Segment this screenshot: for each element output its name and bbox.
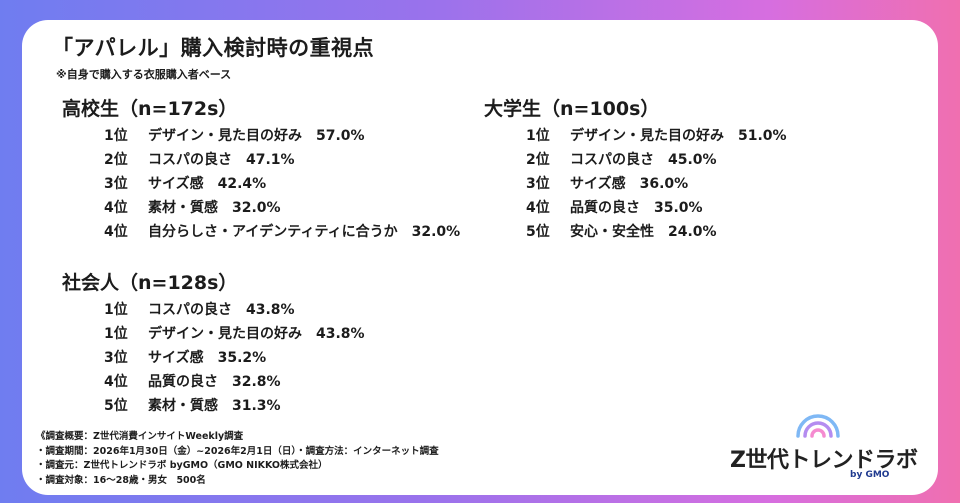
rank-position: 5位 [526,224,550,240]
survey-note-line: ・調査対象：16～28歳・男女 500名 [36,474,206,486]
rank-item: 品質の良さ [570,200,640,216]
rank-item: 品質の良さ [148,374,218,390]
rank-position: 1位 [104,326,128,342]
rank-item: 素材・質感 [148,398,218,414]
rank-value: 35.0% [654,200,703,216]
rank-value: 43.8% [316,326,365,342]
rank-item: 素材・質感 [148,200,218,216]
rank-item: デザイン・見た目の好み [570,128,724,144]
rank-position: 1位 [104,302,128,318]
rank-value: 51.0% [738,128,787,144]
card: 「アパレル」購入検討時の重視点 ※自身で購入する衣服購入者ベース 高校生（n=1… [22,20,938,495]
rank-position: 2位 [104,152,128,168]
rank-row: 1位 デザイン・見た目の好み 57.0% [62,124,460,148]
rank-row: 2位 コスパの良さ 45.0% [484,148,787,172]
rank-row: 4位 素材・質感 32.0% [62,196,460,220]
rank-item: サイズ感 [570,176,626,192]
rank-row: 5位 素材・質感 31.3% [62,394,365,418]
rank-value: 36.0% [639,176,689,192]
rank-item: コスパの良さ [148,152,232,168]
rank-position: 1位 [526,128,550,144]
rank-item: サイズ感 [148,176,204,192]
survey-note-line: ・調査期間：2026年1月30日（金）~2026年2月1日（日）・調査方法：イン… [36,445,439,457]
rank-row: 4位 品質の良さ 32.8% [62,370,365,394]
group-working-adult: 社会人（n=128s） 1位 コスパの良さ 43.8% 1位 デザイン・見た目の好み 4… [62,268,365,418]
rank-item: デザイン・見た目の好み [148,326,302,342]
brand-logo: Z世代トレンドラボ by GMO [722,402,918,482]
group-heading: 高校生（n=172s） [62,98,238,120]
rank-position: 4位 [104,200,128,216]
rank-item: コスパの良さ [570,152,654,168]
brand-name: Z世代トレンドラボ [730,448,918,473]
rank-row: 4位 自分らしさ・アイデンティティに合うか 32.0% [62,220,460,244]
rank-value: 31.3% [232,398,281,414]
rank-value: 43.8% [246,302,295,318]
rank-value: 42.4% [217,176,267,192]
rank-value: 35.2% [217,350,267,366]
rank-value: 47.1% [246,152,295,168]
subtitle-note: ※自身で購入する衣服購入者ベース [56,68,232,81]
rank-position: 3位 [104,350,128,366]
broadcast-arcs-icon [796,414,840,438]
rank-position: 3位 [104,176,128,192]
rank-value: 32.0% [232,200,281,216]
rank-item: 安心・安全性 [570,224,654,240]
rank-item: デザイン・見た目の好み [148,128,302,144]
rank-value: 45.0% [668,152,717,168]
rank-row: 2位 コスパの良さ 47.1% [62,148,460,172]
rank-position: 3位 [526,176,550,192]
group-heading: 大学生（n=100s） [484,98,660,120]
brand-byline: by GMO [850,470,890,480]
rank-row: 3位 サイズ感 36.0% [484,172,787,196]
group-heading: 社会人（n=128s） [62,272,238,294]
rank-position: 2位 [526,152,550,168]
rank-value: 24.0% [668,224,717,240]
rank-row: 3位 サイズ感 35.2% [62,346,365,370]
rank-position: 4位 [526,200,550,216]
rank-position: 4位 [104,374,128,390]
rank-position: 1位 [104,128,128,144]
rank-row: 1位 コスパの良さ 43.8% [62,298,365,322]
rank-row: 4位 品質の良さ 35.0% [484,196,787,220]
rank-value: 32.8% [232,374,281,390]
rank-row: 1位 デザイン・見た目の好み 43.8% [62,322,365,346]
group-high-school: 高校生（n=172s） 1位 デザイン・見た目の好み 57.0% 2位 コスパの良さ 4… [62,94,460,244]
survey-note-line: 《調査概要：Z世代消費インサイトWeekly調査 [36,431,244,442]
group-university: 大学生（n=100s） 1位 デザイン・見た目の好み 51.0% 2位 コスパの良さ 4… [484,94,787,244]
survey-notes: 《調査概要：Z世代消費インサイトWeekly調査 ・調査期間：2026年1月30… [36,430,439,488]
rank-position: 5位 [104,398,128,414]
survey-note-line: ・調査元：Z世代トレンドラボ byGMO（GMO NIKKO株式会社） [36,460,328,471]
rank-row: 5位 安心・安全性 24.0% [484,220,787,244]
rank-value: 32.0% [411,224,461,240]
rank-value: 57.0% [316,128,365,144]
page-title: 「アパレル」購入検討時の重視点 [52,36,375,60]
rank-item: サイズ感 [148,350,204,366]
rank-item: 自分らしさ・アイデンティティに合うか [148,224,398,240]
rank-row: 1位 デザイン・見た目の好み 51.0% [484,124,787,148]
rank-position: 4位 [104,224,128,240]
rank-item: コスパの良さ [148,302,232,318]
rank-row: 3位 サイズ感 42.4% [62,172,460,196]
